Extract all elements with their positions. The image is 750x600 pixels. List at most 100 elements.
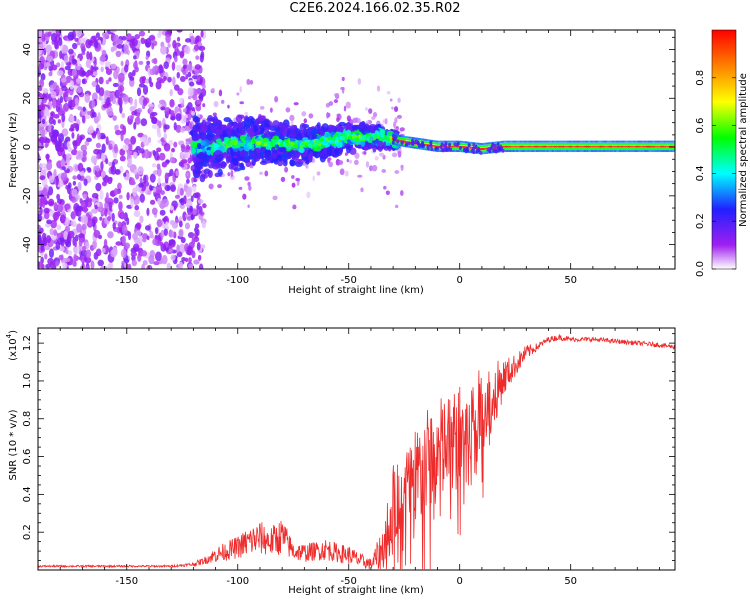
snr-y-tick-label: 1.2 — [22, 335, 33, 351]
heatmap-cell — [81, 70, 87, 76]
heatmap-cell — [161, 182, 167, 187]
heatmap-cell — [101, 170, 106, 177]
heatmap-cell — [107, 176, 113, 185]
heatmap-cell — [120, 60, 124, 67]
heatmap-cell — [123, 44, 129, 55]
heatmap-cell — [180, 127, 185, 133]
heatmap-cell — [44, 253, 48, 260]
heatmap-cell — [259, 171, 264, 175]
heatmap-cell — [348, 159, 353, 164]
heatmap-cell — [176, 71, 181, 79]
heatmap-cell — [192, 95, 198, 101]
heatmap-cell — [168, 108, 172, 115]
heatmap-cell — [76, 64, 81, 71]
heatmap-cell — [339, 168, 345, 176]
colorbar-gradient — [712, 30, 736, 269]
heatmap-cell — [38, 96, 42, 106]
spectrogram-y-tick-label: 20 — [22, 92, 33, 105]
heatmap-cell — [117, 182, 122, 191]
spectrogram-x-axis-label: Height of straight line (km) — [288, 285, 424, 296]
heatmap-cell — [54, 39, 59, 49]
heatmap-cell — [136, 87, 142, 97]
heatmap-cell — [178, 261, 184, 269]
heatmap-cell — [117, 72, 125, 83]
heatmap-cell — [284, 166, 289, 173]
heatmap-cell — [378, 152, 385, 157]
heatmap-cell — [203, 168, 211, 175]
heatmap-cell — [64, 65, 71, 71]
heatmap-cell — [156, 163, 161, 170]
heatmap-cell — [167, 76, 172, 83]
heatmap-cell — [107, 231, 114, 239]
heatmap-cell — [199, 211, 205, 216]
heatmap-cell — [192, 129, 198, 137]
heatmap-cell — [132, 69, 136, 77]
heatmap-cell — [93, 148, 100, 155]
spectrogram-y-tick-label: 0 — [22, 144, 33, 150]
heatmap-cell — [38, 234, 42, 245]
heatmap-cell — [97, 259, 104, 267]
heatmap-cell — [73, 84, 78, 92]
heatmap-cell — [95, 32, 100, 39]
heatmap-cell — [158, 64, 163, 71]
heatmap-cell — [391, 106, 394, 110]
heatmap-cell — [213, 119, 220, 124]
snr-x-tick-label: 50 — [564, 576, 577, 587]
heatmap-cell — [180, 114, 187, 124]
heatmap-cell — [116, 43, 124, 49]
heatmap-cell — [138, 60, 144, 65]
heatmap-cell — [336, 125, 344, 134]
heatmap-cell — [134, 66, 139, 73]
heatmap-cell — [88, 197, 93, 203]
heatmap-cell — [185, 164, 188, 169]
heatmap-cell — [396, 139, 400, 144]
colorbar-label: Normalized spectral amplitude — [738, 73, 749, 227]
heatmap-cell — [52, 212, 60, 221]
heatmap-cell — [154, 251, 162, 262]
heatmap-cell — [189, 35, 196, 45]
heatmap-cell — [244, 176, 250, 181]
heatmap-cell — [321, 153, 329, 160]
heatmap-cell — [186, 173, 189, 177]
heatmap-cell — [119, 155, 126, 162]
heatmap-cell — [84, 93, 91, 103]
heatmap-cell — [372, 134, 377, 139]
heatmap-cell — [146, 207, 150, 217]
heatmap-cell — [84, 140, 90, 147]
heatmap-cell — [169, 219, 176, 226]
colorbar-tick-label: 0.0 — [695, 261, 706, 277]
heatmap-cell — [77, 106, 83, 111]
heatmap-cell — [82, 193, 88, 200]
heatmap-cell — [38, 118, 41, 124]
heatmap-cell — [183, 195, 187, 205]
heatmap-cell — [72, 175, 78, 180]
heatmap-cell — [72, 122, 78, 129]
heatmap-cell — [225, 155, 230, 164]
heatmap-cell — [289, 114, 295, 122]
heatmap-cell — [91, 80, 98, 88]
heatmap-cell — [123, 172, 127, 177]
heatmap-cell — [177, 88, 184, 96]
heatmap-cell — [140, 118, 148, 127]
heatmap-cell — [247, 181, 251, 187]
heatmap-cell — [103, 238, 108, 249]
heatmap-cell — [175, 124, 182, 133]
heatmap-cell — [165, 159, 171, 164]
heatmap-cell — [338, 121, 347, 127]
heatmap-cell — [467, 143, 471, 148]
heatmap-cell — [94, 204, 98, 210]
heatmap-cell — [104, 61, 111, 68]
snr-x-axis-label: Height of straight line (km) — [288, 585, 424, 596]
heatmap-cell — [186, 245, 193, 256]
heatmap-cell — [171, 61, 176, 71]
heatmap-cell — [331, 137, 336, 142]
heatmap-cell — [57, 232, 64, 238]
heatmap-cell — [193, 259, 200, 265]
heatmap-cell — [173, 84, 180, 91]
heatmap-cell — [38, 66, 41, 73]
heatmap-cell — [156, 167, 162, 177]
heatmap-cell — [230, 170, 234, 177]
heatmap-cell — [147, 190, 152, 196]
heatmap-cell — [176, 244, 180, 253]
heatmap-cell — [186, 216, 192, 221]
